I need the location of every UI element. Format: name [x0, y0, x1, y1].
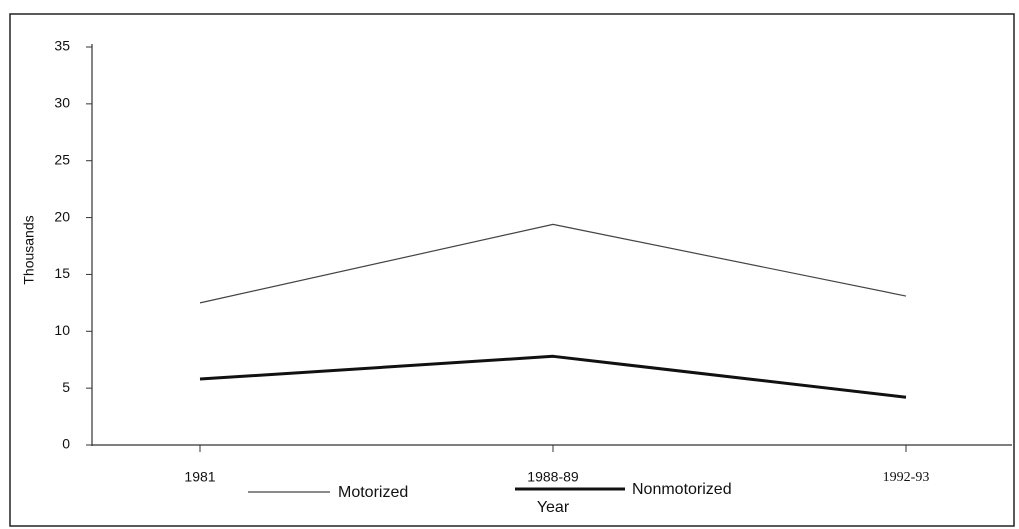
y-tick-label: 10 [54, 322, 70, 338]
legend-label: Nonmotorized [632, 481, 732, 498]
x-tick-label: 1992-93 [883, 470, 930, 485]
series-line [199, 354, 907, 399]
x-tick-label: 1981 [184, 469, 215, 485]
legend-label: Motorized [338, 484, 408, 501]
x-tick-label: 1988-89 [527, 469, 579, 485]
y-tick-label: 30 [54, 95, 70, 111]
x-axis-label: Year [537, 499, 570, 516]
series-line [199, 223, 907, 304]
y-tick-label: 0 [62, 436, 70, 452]
y-axis-label: Thousands [21, 215, 37, 284]
y-tick-label: 5 [62, 379, 70, 395]
y-tick-label: 25 [54, 151, 70, 167]
y-tick-label: 20 [54, 208, 70, 224]
y-tick-label: 35 [54, 38, 70, 54]
y-tick-label: 15 [54, 265, 70, 281]
frame [9, 13, 1015, 527]
